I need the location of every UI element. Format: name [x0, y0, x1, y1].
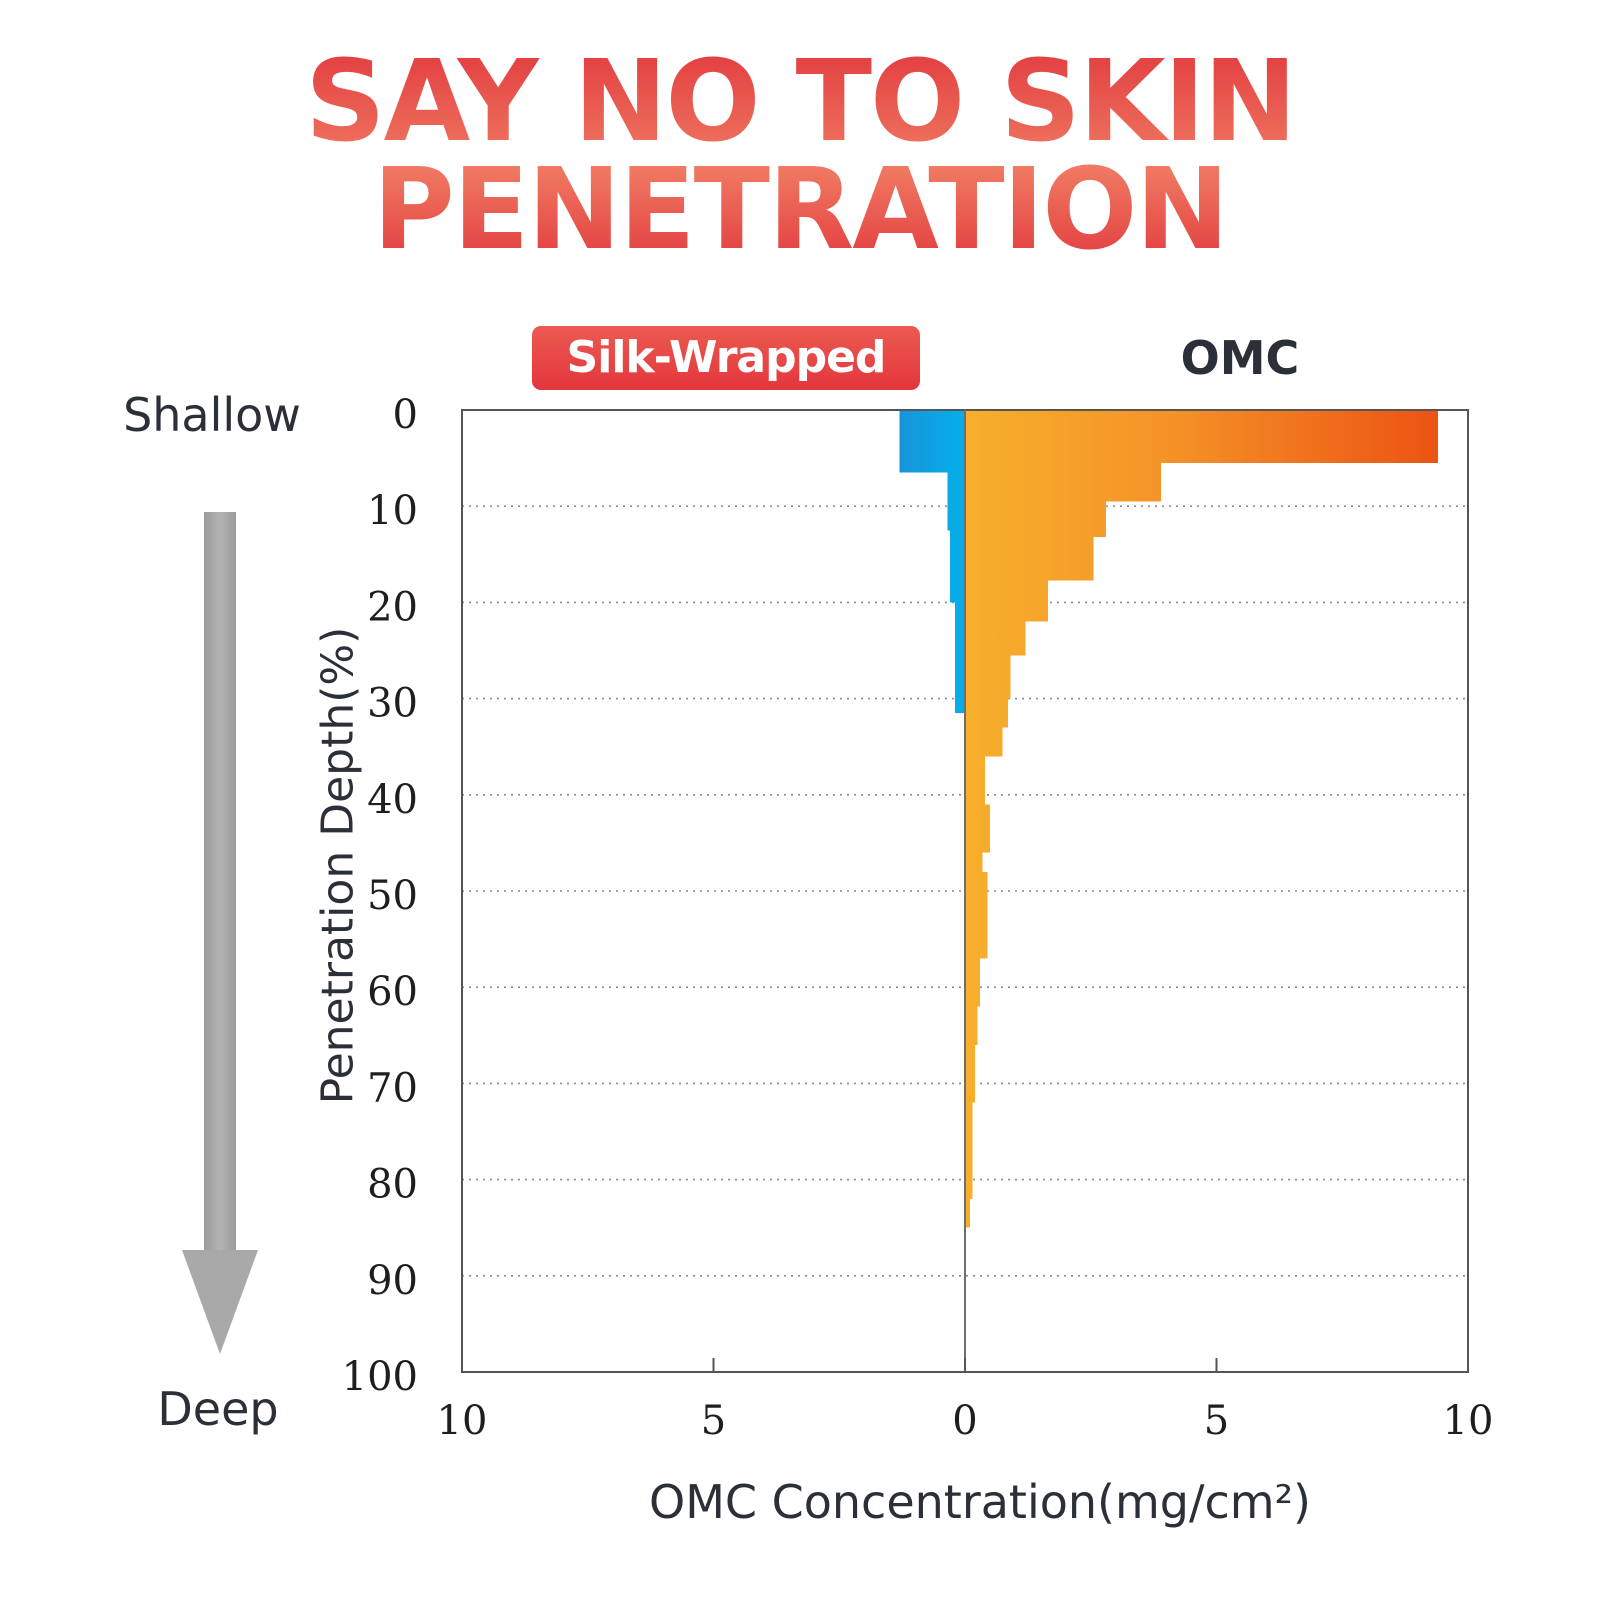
y-tick-label-60: 60: [367, 969, 418, 1015]
omc-bar-6: [965, 655, 1011, 699]
omc-bar-9: [965, 756, 986, 805]
omc-bar-4: [965, 580, 1048, 622]
y-tick-label-70: 70: [367, 1065, 418, 1111]
omc-bar-0: [965, 410, 1438, 463]
omc-bar-8: [965, 727, 1003, 757]
x-tick-label-2: 0: [952, 1398, 977, 1444]
y-tick-label-90: 90: [367, 1258, 418, 1304]
y-tick-label-100: 100: [342, 1354, 418, 1400]
omc-bar-12: [965, 871, 988, 959]
silk-wrapped-legend-badge: Silk-Wrapped: [532, 326, 920, 390]
x-tick-label-4: 10: [1443, 1398, 1494, 1444]
y-tick-label-10: 10: [367, 488, 418, 534]
depth-arrow-shaft: [204, 512, 236, 1252]
y-tick-label-20: 20: [367, 584, 418, 630]
omc-bar-15: [965, 1044, 976, 1103]
silk-wrapped-bar-3: [954, 602, 965, 714]
omc-bar-11: [965, 852, 983, 872]
omc-bar-2: [965, 501, 1106, 537]
shallow-label: Shallow: [123, 388, 301, 442]
y-tick-label-50: 50: [367, 873, 418, 919]
depth-arrow-down-icon: [182, 1250, 258, 1354]
omc-bar-5: [965, 621, 1026, 656]
bars-layer: [899, 410, 1438, 1228]
y-tick-label-40: 40: [367, 777, 418, 823]
omc-bar-1: [965, 462, 1162, 502]
omc-bar-3: [965, 536, 1094, 581]
silk-wrapped-bar-2: [949, 530, 965, 603]
omc-bar-7: [965, 698, 1008, 728]
silk-wrapped-bar-0: [899, 410, 965, 473]
omc-bar-17: [965, 1160, 973, 1199]
y-tick-label-0: 0: [393, 392, 418, 438]
deep-label: Deep: [157, 1382, 279, 1436]
y-tick-label-30: 30: [367, 681, 418, 727]
y-tick-label-80: 80: [367, 1162, 418, 1208]
x-tick-label-3: 5: [1204, 1398, 1229, 1444]
omc-bar-13: [965, 958, 981, 1007]
omc-bar-18: [965, 1198, 971, 1228]
omc-legend-label: OMC: [1180, 331, 1300, 385]
omc-bar-10: [965, 804, 991, 853]
x-tick-label-0: 10: [437, 1398, 488, 1444]
x-axis-label: OMC Concentration(mg/cm²): [649, 1475, 1311, 1529]
x-tick-label-1: 5: [701, 1398, 726, 1444]
silk-wrapped-bar-1: [947, 472, 965, 531]
omc-bar-14: [965, 1006, 978, 1045]
omc-bar-16: [965, 1102, 973, 1161]
